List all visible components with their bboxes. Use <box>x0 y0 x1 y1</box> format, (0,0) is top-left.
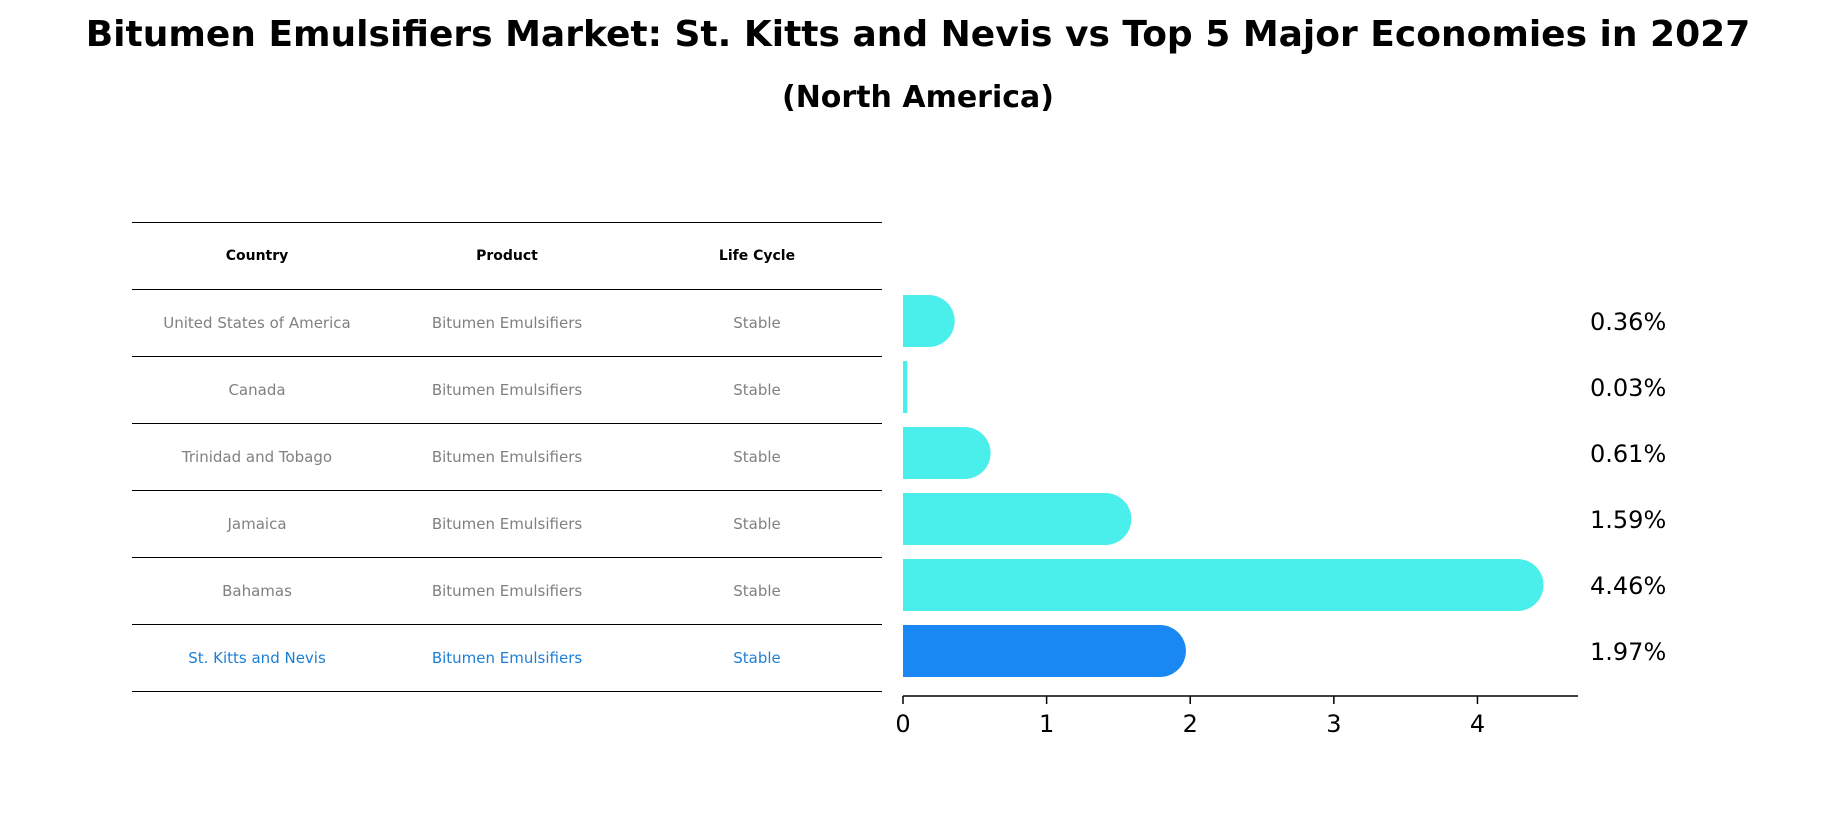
bar-1 <box>903 361 908 413</box>
x-tick-label-0: 0 <box>895 710 910 738</box>
cell-product: Bitumen Emulsifiers <box>431 314 583 332</box>
value-label-1: 0.03% <box>1590 374 1666 402</box>
cell-country: Canada <box>228 381 286 399</box>
cell-life-cycle: Stable <box>733 649 781 667</box>
table-row: Canada Bitumen Emulsifiers Stable <box>132 356 882 423</box>
cell-product: Bitumen Emulsifiers <box>431 381 583 399</box>
cell-country: United States of America <box>163 314 351 332</box>
header-country: Country <box>225 248 289 264</box>
x-tick-label-1: 1 <box>1039 710 1054 738</box>
x-tick-label-3: 3 <box>1326 710 1341 738</box>
table-row-highlighted: St. Kitts and Nevis Bitumen Emulsifiers … <box>132 624 882 692</box>
table-row: Bahamas Bitumen Emulsifiers Stable <box>132 557 882 624</box>
cell-country: St. Kitts and Nevis <box>188 649 326 667</box>
cell-country: Jamaica <box>227 515 287 533</box>
header-product: Product <box>476 248 538 264</box>
value-label-4: 4.46% <box>1590 572 1666 600</box>
table-row: United States of America Bitumen Emulsif… <box>132 289 882 356</box>
cell-country: Trinidad and Tobago <box>181 448 333 466</box>
bar-0 <box>903 295 955 347</box>
bar-5 <box>903 625 1186 677</box>
header-life-cycle: Life Cycle <box>718 248 796 264</box>
table-header-row: Country Product Life Cycle <box>132 222 882 289</box>
table-row: Jamaica Bitumen Emulsifiers Stable <box>132 490 882 557</box>
value-label-5: 1.97% <box>1590 638 1666 666</box>
cell-life-cycle: Stable <box>733 381 781 399</box>
bar-2 <box>903 427 991 479</box>
cell-life-cycle: Stable <box>733 448 781 466</box>
chart-title: Bitumen Emulsifiers Market: St. Kitts an… <box>85 14 1751 55</box>
cell-product: Bitumen Emulsifiers <box>431 582 583 600</box>
x-tick-label-2: 2 <box>1183 710 1198 738</box>
cell-life-cycle: Stable <box>733 314 781 332</box>
cell-product: Bitumen Emulsifiers <box>431 515 583 533</box>
data-table: Country Product Life Cycle United States… <box>132 222 882 692</box>
bar-4 <box>903 559 1544 611</box>
cell-product: Bitumen Emulsifiers <box>431 448 583 466</box>
cell-country: Bahamas <box>222 582 292 600</box>
x-tick-label-4: 4 <box>1470 710 1485 738</box>
chart-subtitle: (North America) <box>781 80 1054 115</box>
table-row: Trinidad and Tobago Bitumen Emulsifiers … <box>132 423 882 490</box>
bar-3 <box>903 493 1132 545</box>
cell-product: Bitumen Emulsifiers <box>431 649 583 667</box>
cell-life-cycle: Stable <box>733 582 781 600</box>
value-label-2: 0.61% <box>1590 440 1666 468</box>
value-label-3: 1.59% <box>1590 506 1666 534</box>
value-label-0: 0.36% <box>1590 308 1666 336</box>
cell-life-cycle: Stable <box>733 515 781 533</box>
